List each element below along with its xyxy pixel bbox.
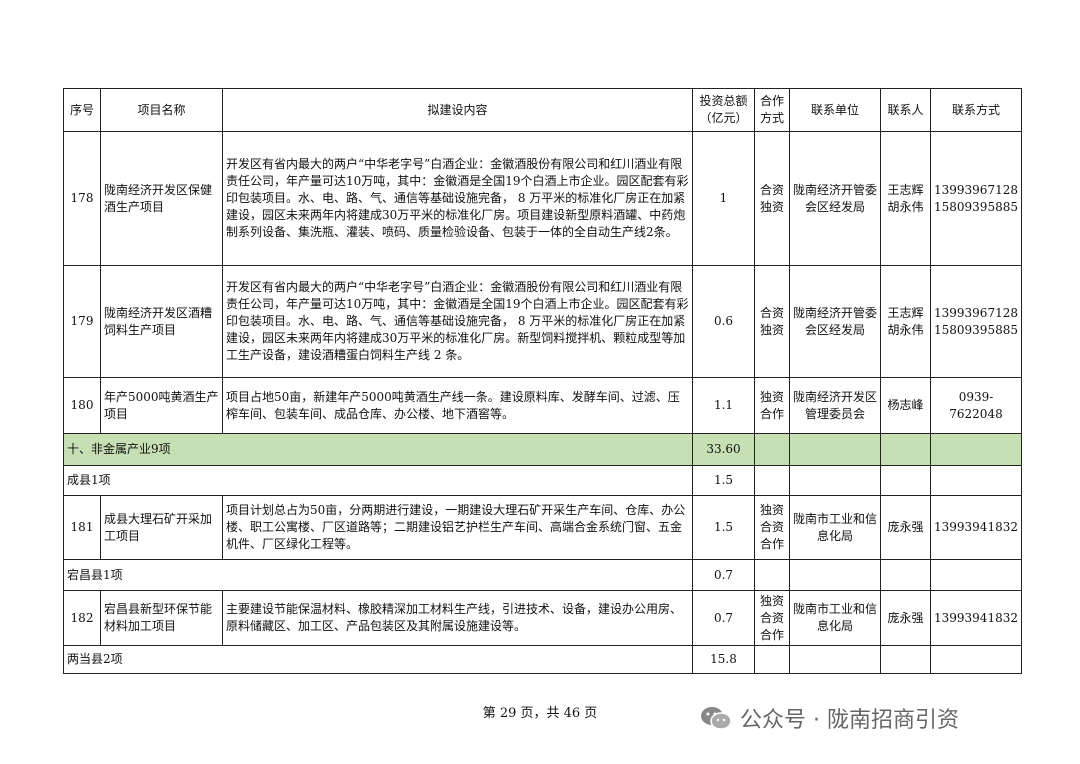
empty-cell <box>880 465 931 496</box>
table-row: 178 陇南经济开发区保健酒生产项目 开发区有省内最大的两户“中华老字号”白酒企业：… <box>63 131 1022 266</box>
investment: 0.7 <box>692 559 755 591</box>
investment: 1.5 <box>692 495 755 560</box>
empty-cell <box>880 559 931 591</box>
table-row: 179 陇南经济开发区酒糟饲料生产项目 开发区有省内最大的两户“中华老字号”白酒企业… <box>63 265 1022 378</box>
column-header: 拟建设内容 <box>222 88 693 132</box>
group-label: 成县1项 <box>63 465 693 496</box>
project-name: 宕昌县新型环保节能材料加工项目 <box>100 590 223 646</box>
empty-cell <box>789 645 881 674</box>
empty-cell <box>930 433 1022 466</box>
table-row: 181 成县大理石矿开采加工项目 项目计划总占为50亩，分两期进行建设，一期建设大理… <box>63 495 1022 560</box>
contact-person: 庞永强 <box>880 590 931 646</box>
investment: 33.60 <box>692 433 755 466</box>
project-content: 主要建设节能保温材料、橡胶精深加工材料生产线，引进技术、设备，建设办公用房、原料… <box>222 590 693 646</box>
project-name: 年产5000吨黄酒生产项目 <box>100 377 223 434</box>
column-header: 合作方式 <box>754 88 790 132</box>
contact-unit: 陇南经济开管委会区经发局 <box>789 265 881 378</box>
group-label: 宕昌县1项 <box>63 559 693 591</box>
watermark-text: 公众号 · 陇南招商引资 <box>740 708 959 733</box>
group-label: 两当县2项 <box>63 645 693 674</box>
empty-cell <box>789 559 881 591</box>
contact-person: 王志辉 胡永伟 <box>880 265 931 378</box>
project-content: 项目占地50亩，新建年产5000吨黄酒生产线一条。建设原料库、发酵车间、过滤、压… <box>222 377 693 434</box>
project-name: 成县大理石矿开采加工项目 <box>100 495 223 560</box>
contact-unit: 陇南经济开发区管理委员会 <box>789 377 881 434</box>
empty-cell <box>930 559 1022 591</box>
column-header: 联系单位 <box>789 88 881 132</box>
contact-unit: 陇南市工业和信息化局 <box>789 590 881 646</box>
investment: 0.7 <box>692 590 755 646</box>
column-header: 项目名称 <box>100 88 223 132</box>
cooperation-mode: 独资 合资 合作 <box>754 495 790 560</box>
contact-phone: 13993967128 15809395885 <box>930 265 1022 378</box>
contact-phone: 13993941832 <box>930 495 1022 560</box>
group-label: 十、非金属产业9项 <box>63 433 693 466</box>
cooperation-mode: 独资 合资 合作 <box>754 590 790 646</box>
column-header: 投资总额（亿元） <box>692 88 755 132</box>
county-row: 宕昌县1项 0.7 <box>63 559 1022 591</box>
contact-phone: 0939-7622048 <box>930 377 1022 434</box>
contact-phone: 13993967128 15809395885 <box>930 131 1022 266</box>
investment: 1.1 <box>692 377 755 434</box>
empty-cell <box>754 559 790 591</box>
watermark: 公众号 · 陇南招商引资 <box>700 702 959 734</box>
row-number: 179 <box>63 265 101 378</box>
investment: 15.8 <box>692 645 755 674</box>
contact-person: 庞永强 <box>880 495 931 560</box>
empty-cell <box>754 433 790 466</box>
column-header: 联系方式 <box>930 88 1022 132</box>
cooperation-mode: 合资 独资 <box>754 131 790 266</box>
empty-cell <box>754 645 790 674</box>
project-content: 开发区有省内最大的两户“中华老字号”白酒企业：金徽酒股份有限公司和红川酒业有限责… <box>222 131 693 266</box>
row-number: 182 <box>63 590 101 646</box>
county-row: 两当县2项 15.8 <box>63 645 1022 674</box>
contact-unit: 陇南经济开管委会区经发局 <box>789 131 881 266</box>
section-row: 十、非金属产业9项 33.60 <box>63 433 1022 466</box>
table-row: 182 宕昌县新型环保节能材料加工项目 主要建设节能保温材料、橡胶精深加工材料生产线… <box>63 590 1022 646</box>
empty-cell <box>880 433 931 466</box>
cooperation-mode: 独资 合作 <box>754 377 790 434</box>
contact-phone: 13993941832 <box>930 590 1022 646</box>
empty-cell <box>930 645 1022 674</box>
empty-cell <box>754 465 790 496</box>
project-name: 陇南经济开发区保健酒生产项目 <box>100 131 223 266</box>
wechat-icon <box>701 707 732 730</box>
investment: 0.6 <box>692 265 755 378</box>
county-row: 成县1项 1.5 <box>63 465 1022 496</box>
project-content: 开发区有省内最大的两户“中华老字号”白酒企业：金徽酒股份有限公司和红川酒业有限责… <box>222 265 693 378</box>
row-number: 178 <box>63 131 101 266</box>
contact-unit: 陇南市工业和信息化局 <box>789 495 881 560</box>
empty-cell <box>880 645 931 674</box>
column-header: 联系人 <box>880 88 931 132</box>
project-content: 项目计划总占为50亩，分两期进行建设，一期建设大理石矿开采生产车间、仓库、办公楼… <box>222 495 693 560</box>
contact-person: 杨志峰 <box>880 377 931 434</box>
column-header: 序号 <box>63 88 101 132</box>
project-table: 序号 项目名称 拟建设内容 投资总额（亿元） 合作方式 联系单位 联系人 联系方式 178 陇南… <box>63 88 1022 674</box>
empty-cell <box>930 465 1022 496</box>
table-row: 180 年产5000吨黄酒生产项目 项目占地50亩，新建年产5000吨黄酒生产线一条… <box>63 377 1022 434</box>
investment: 1 <box>692 131 755 266</box>
row-number: 181 <box>63 495 101 560</box>
project-name: 陇南经济开发区酒糟饲料生产项目 <box>100 265 223 378</box>
row-number: 180 <box>63 377 101 434</box>
page-number: 第 29 页，共 46 页 <box>482 706 598 721</box>
contact-person: 王志辉 胡永伟 <box>880 131 931 266</box>
empty-cell <box>789 465 881 496</box>
investment: 1.5 <box>692 465 755 496</box>
cooperation-mode: 合资 独资 <box>754 265 790 378</box>
empty-cell <box>789 433 881 466</box>
